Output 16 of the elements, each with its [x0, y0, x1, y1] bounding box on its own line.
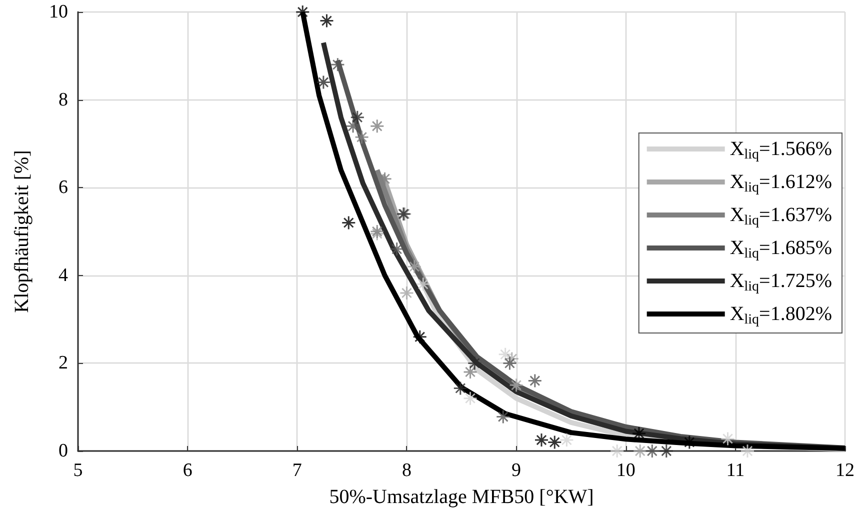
x-tick-label: 9	[512, 460, 522, 481]
x-tick-label: 11	[726, 460, 745, 481]
x-tick-label: 5	[73, 460, 83, 481]
y-axis-title: Klopfhäufigkeit [%]	[11, 150, 33, 313]
x-axis-title: 50%-Umsatzlage MFB50 [°KW]	[329, 486, 594, 508]
y-tick-label: 6	[58, 177, 68, 198]
y-tick-label: 10	[49, 2, 68, 22]
y-tick-label: 2	[58, 352, 68, 374]
x-tick-label: 12	[836, 460, 854, 481]
x-tick-label: 8	[402, 460, 412, 481]
x-tick-label: 6	[182, 460, 192, 481]
x-tick-label: 7	[292, 460, 302, 481]
y-tick-label: 4	[58, 264, 68, 286]
y-tick-label: 0	[58, 440, 68, 462]
x-tick-label: 10	[616, 460, 636, 481]
y-tick-label: 8	[58, 89, 68, 110]
